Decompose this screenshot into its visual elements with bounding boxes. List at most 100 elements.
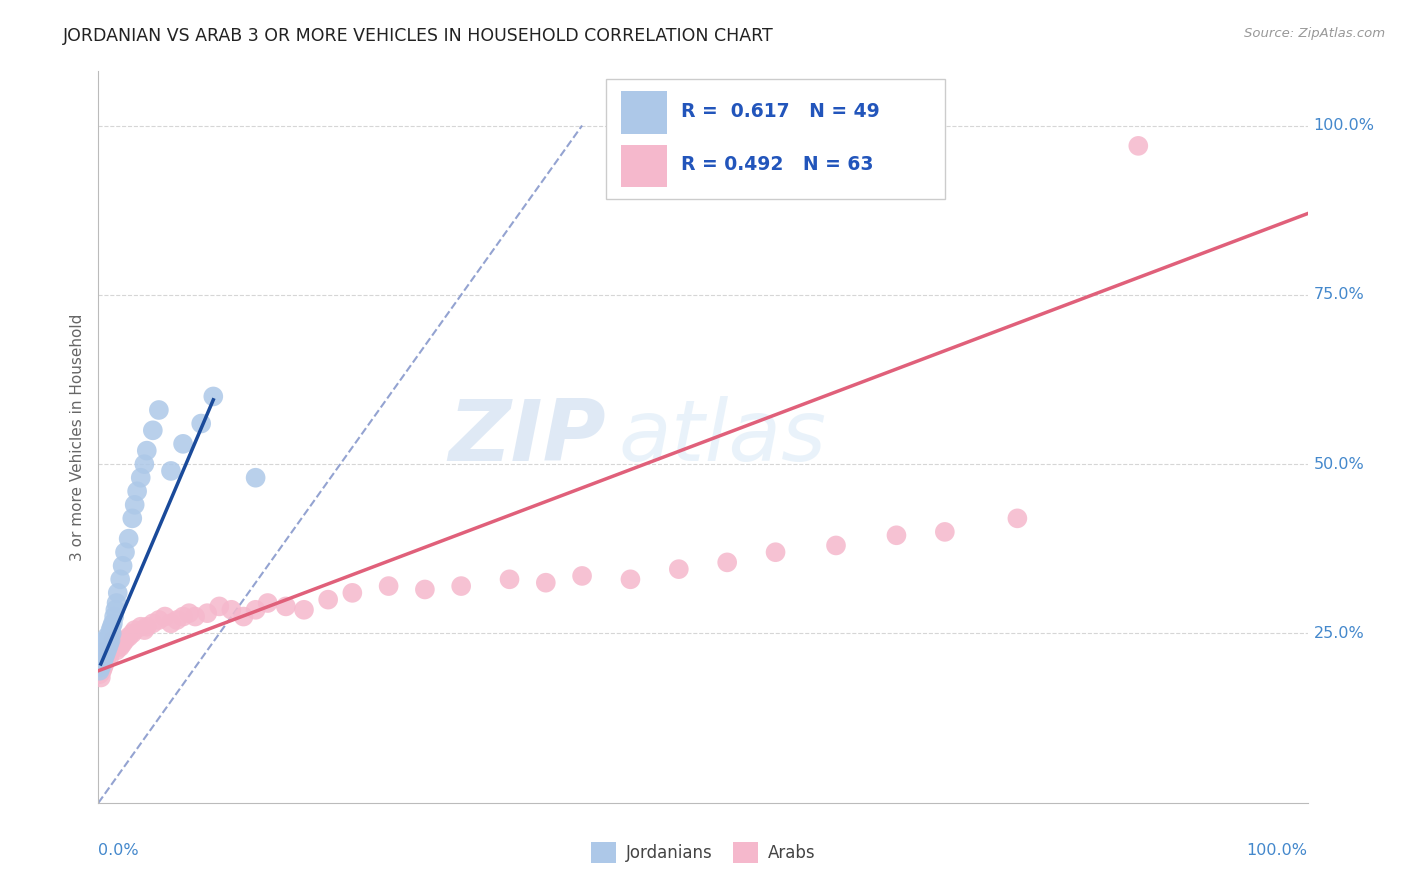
Point	[107, 637, 129, 651]
Point	[135, 443, 157, 458]
Point	[103, 609, 125, 624]
Point	[114, 545, 136, 559]
Point	[98, 630, 121, 644]
Point	[129, 620, 152, 634]
Point	[89, 664, 111, 678]
Point	[245, 603, 267, 617]
Point	[160, 464, 183, 478]
Point	[103, 637, 125, 651]
Point	[142, 616, 165, 631]
Point	[94, 643, 117, 657]
Point	[134, 623, 156, 637]
Point	[208, 599, 231, 614]
Text: 25.0%: 25.0%	[1313, 626, 1364, 641]
Point	[450, 579, 472, 593]
Point	[97, 647, 120, 661]
Point	[342, 586, 364, 600]
Point	[97, 633, 120, 648]
Point	[619, 572, 641, 586]
Point	[413, 582, 436, 597]
FancyBboxPatch shape	[606, 78, 945, 200]
Point	[104, 603, 127, 617]
Point	[101, 616, 124, 631]
Point	[124, 498, 146, 512]
Point	[190, 417, 212, 431]
Point	[765, 545, 787, 559]
Point	[108, 640, 131, 654]
Point	[153, 609, 176, 624]
Legend: Jordanians, Arabs: Jordanians, Arabs	[586, 838, 820, 868]
Point	[221, 603, 243, 617]
Point	[89, 667, 111, 681]
Point	[135, 620, 157, 634]
Point	[172, 609, 194, 624]
Point	[498, 572, 520, 586]
Point	[89, 660, 111, 674]
Point	[316, 592, 339, 607]
Point	[256, 596, 278, 610]
FancyBboxPatch shape	[621, 91, 666, 134]
Point	[91, 654, 114, 668]
Point	[148, 403, 170, 417]
FancyBboxPatch shape	[621, 145, 666, 187]
Point	[91, 640, 114, 654]
Point	[91, 660, 114, 674]
Point	[93, 647, 115, 661]
Point	[90, 660, 112, 674]
Text: R =  0.617   N = 49: R = 0.617 N = 49	[682, 102, 880, 121]
Point	[100, 640, 122, 654]
Point	[934, 524, 956, 539]
Text: atlas: atlas	[619, 395, 827, 479]
Text: 50.0%: 50.0%	[1313, 457, 1364, 472]
Text: R = 0.492   N = 63: R = 0.492 N = 63	[682, 155, 873, 175]
Point	[94, 654, 117, 668]
Text: Source: ZipAtlas.com: Source: ZipAtlas.com	[1244, 27, 1385, 40]
Point	[148, 613, 170, 627]
Point	[96, 637, 118, 651]
Point	[1128, 139, 1150, 153]
Point	[166, 613, 188, 627]
Point	[90, 657, 112, 671]
Point	[129, 471, 152, 485]
Point	[107, 586, 129, 600]
Point	[108, 572, 131, 586]
Point	[97, 640, 120, 654]
Point	[172, 437, 194, 451]
Point	[202, 389, 225, 403]
Point	[96, 643, 118, 657]
Point	[716, 555, 738, 569]
Point	[91, 657, 114, 671]
Point	[1007, 511, 1029, 525]
Text: 100.0%: 100.0%	[1247, 844, 1308, 858]
Point	[94, 647, 117, 661]
Point	[111, 558, 134, 573]
Point	[94, 640, 117, 654]
Point	[98, 650, 121, 665]
Text: 0.0%: 0.0%	[98, 844, 139, 858]
Point	[91, 643, 114, 657]
Point	[184, 609, 207, 624]
Point	[100, 633, 122, 648]
Point	[90, 671, 112, 685]
Point	[96, 630, 118, 644]
Text: 75.0%: 75.0%	[1313, 287, 1364, 302]
Point	[93, 643, 115, 657]
Point	[195, 606, 218, 620]
Point	[274, 599, 297, 614]
Point	[100, 623, 122, 637]
Point	[91, 650, 114, 665]
Point	[121, 626, 143, 640]
Point	[105, 596, 128, 610]
Point	[94, 633, 117, 648]
Point	[127, 484, 149, 499]
Point	[179, 606, 201, 620]
Point	[668, 562, 690, 576]
Y-axis label: 3 or more Vehicles in Household: 3 or more Vehicles in Household	[69, 313, 84, 561]
Point	[160, 616, 183, 631]
Point	[89, 654, 111, 668]
Point	[377, 579, 399, 593]
Point	[134, 457, 156, 471]
Point	[91, 647, 114, 661]
Point	[121, 511, 143, 525]
Text: JORDANIAN VS ARAB 3 OR MORE VEHICLES IN HOUSEHOLD CORRELATION CHART: JORDANIAN VS ARAB 3 OR MORE VEHICLES IN …	[63, 27, 775, 45]
